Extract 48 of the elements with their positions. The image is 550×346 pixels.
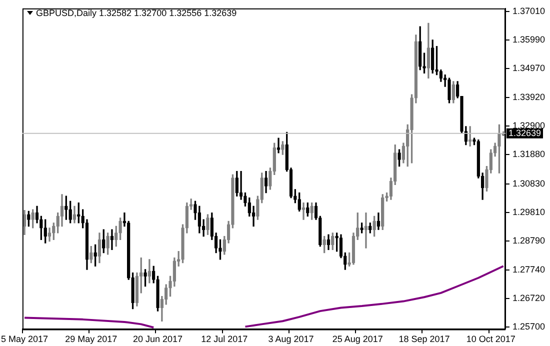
y-tick-label: 1.35990 [512, 34, 546, 44]
candlestick [181, 224, 184, 264]
candlestick [156, 276, 160, 312]
candlestick [110, 229, 114, 250]
x-tick-label: 10 Oct 2017 [466, 334, 516, 344]
candlestick [276, 138, 280, 154]
y-tick-label: 1.26720 [512, 293, 546, 303]
candlestick [94, 244, 97, 266]
y-tick-label: 1.30830 [512, 178, 546, 188]
y-tick-label: 1.25700 [512, 321, 546, 332]
y-tick-label: 1.29810 [512, 206, 546, 217]
y-tick-label: 1.27740 [512, 264, 546, 275]
candlestick [118, 218, 122, 240]
x-tick-label: 3 Aug 2017 [268, 334, 314, 344]
candlestick [364, 212, 368, 248]
candlestick [422, 52, 426, 74]
candlestick [106, 232, 110, 255]
candlestick [360, 222, 364, 234]
x-tick-label: 12 Jul 2017 [201, 334, 248, 344]
y-tick-label: 1.31880 [512, 149, 546, 160]
candlestick [231, 174, 234, 228]
y-tick-label: 1.28790 [512, 235, 546, 246]
candlestick [27, 210, 30, 227]
x-tick-label: 5 May 2017 [1, 334, 48, 344]
y-tick-label: 1.37010 [512, 6, 546, 16]
candlestick [435, 46, 438, 76]
candlestick [498, 124, 501, 174]
candlestick [281, 141, 284, 155]
candlestick [239, 170, 243, 200]
ref-line-label: 1.32639 [508, 128, 542, 138]
y-tick-label: 1.33920 [512, 92, 546, 102]
candlestick [472, 138, 476, 146]
candlestick [256, 196, 260, 220]
y-tick-label: 1.34970 [512, 62, 546, 73]
candlestick [372, 216, 376, 237]
x-tick-label: 18 Sep 2017 [398, 334, 450, 344]
candlestick [148, 259, 152, 284]
candlestick [218, 239, 222, 260]
candlestick [302, 202, 306, 220]
x-tick-label: 29 May 2017 [65, 334, 118, 344]
candlestick [206, 214, 210, 235]
candlestick [398, 149, 401, 167]
candlestick [448, 78, 451, 104]
x-tick-label: 25 Aug 2017 [332, 334, 383, 344]
chart-title: GBPUSD,Daily 1.32582 1.32700 1.32556 1.32639 [36, 8, 237, 18]
x-tick-label: 20 Jun 2017 [133, 334, 183, 344]
candlestick [144, 269, 147, 287]
candlestick [252, 206, 256, 227]
